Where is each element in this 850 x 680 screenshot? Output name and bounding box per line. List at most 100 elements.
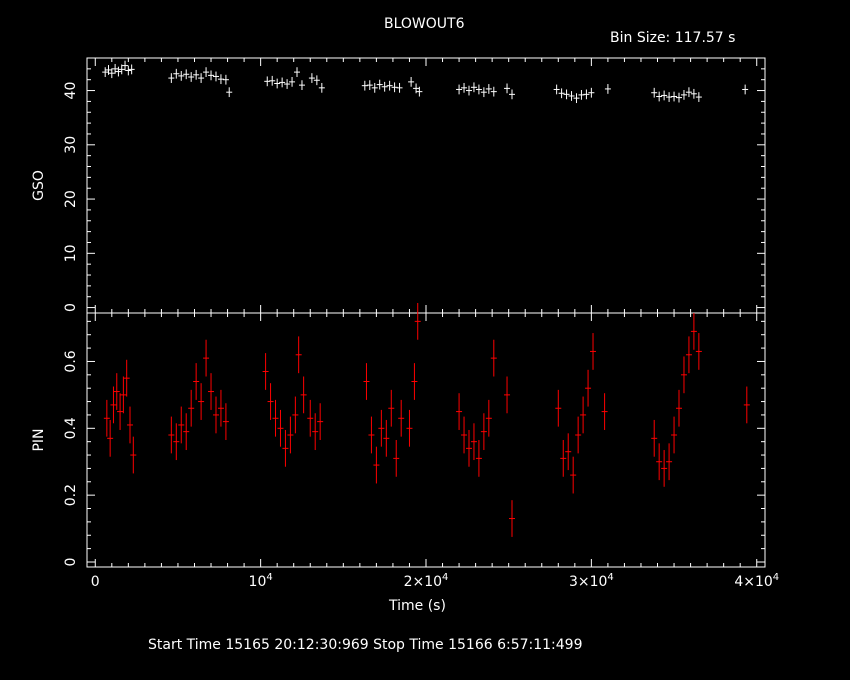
data-point: [110, 386, 117, 424]
panel-frame-0: [86, 57, 766, 314]
data-point: [588, 87, 595, 98]
data-point: [590, 333, 597, 370]
x-tick-label: 0: [91, 574, 100, 590]
data-point: [570, 456, 577, 494]
data-point: [651, 419, 658, 457]
data-point: [651, 87, 658, 98]
data-point: [508, 500, 515, 537]
data-point: [671, 416, 678, 454]
data-point: [601, 393, 608, 430]
y-tick-label: 0.4: [63, 417, 79, 439]
x-tick-label: 3×104: [569, 572, 614, 590]
data-point: [604, 84, 611, 94]
data-point: [298, 80, 305, 91]
data-point: [558, 88, 565, 99]
data-point: [656, 443, 663, 481]
y-tick-label: 40: [63, 82, 79, 100]
data-point: [212, 396, 219, 434]
y-tick-label: 0.6: [63, 350, 79, 372]
x-tick-label: 104: [249, 572, 273, 590]
data-point: [475, 84, 482, 95]
data-point: [381, 81, 388, 92]
data-point: [168, 73, 175, 83]
data-point: [188, 389, 195, 427]
data-point: [107, 419, 114, 457]
data-point: [690, 88, 697, 99]
data-point: [656, 91, 663, 102]
y-tick-label: 0: [63, 558, 79, 567]
bin-size-label: Bin Size: 117.57 s: [610, 30, 736, 46]
data-point: [413, 83, 420, 94]
data-point: [203, 67, 210, 77]
data-point: [583, 89, 590, 100]
y-tick-label: 30: [63, 136, 79, 154]
data-point: [168, 416, 175, 454]
data-point: [264, 76, 271, 87]
data-point: [386, 80, 393, 91]
data-point: [661, 90, 668, 101]
data-point: [383, 419, 390, 457]
data-point: [485, 84, 492, 94]
data-point: [470, 423, 477, 461]
data-point: [575, 416, 582, 454]
data-point: [183, 69, 190, 80]
data-point: [361, 80, 368, 91]
data-point: [103, 399, 110, 437]
data-point: [279, 77, 286, 88]
data-point: [198, 383, 205, 420]
x-tick-label: 4×104: [734, 572, 779, 590]
y-tick-label: 10: [63, 244, 79, 262]
data-point: [414, 302, 421, 340]
data-point: [485, 399, 492, 437]
data-point: [406, 409, 413, 447]
data-point: [122, 60, 129, 71]
data-point: [208, 373, 215, 410]
x-tick-label: 2×104: [404, 572, 449, 590]
data-point: [193, 363, 200, 400]
data-point: [217, 389, 224, 427]
data-point: [666, 443, 673, 481]
data-point: [695, 333, 702, 370]
data-point: [666, 92, 673, 102]
data-point: [475, 440, 482, 477]
data-point: [282, 429, 289, 467]
data-point: [580, 396, 587, 434]
data-point: [173, 423, 180, 461]
data-point: [120, 376, 127, 414]
data-point: [313, 75, 320, 86]
data-point: [393, 440, 400, 477]
start-stop-times: Start Time 15165 20:12:30:969 Stop Time …: [148, 637, 583, 653]
data-point: [743, 386, 750, 424]
data-point: [470, 82, 477, 93]
data-point: [742, 84, 749, 95]
data-point: [193, 69, 200, 80]
data-point: [102, 67, 109, 77]
data-point: [130, 436, 137, 474]
y-tick-label: 0.2: [63, 484, 79, 506]
data-point: [408, 76, 415, 87]
data-point: [573, 93, 580, 104]
data-point: [376, 79, 383, 90]
data-point: [411, 363, 418, 400]
data-point: [277, 409, 284, 447]
data-point: [208, 70, 215, 81]
data-point: [222, 403, 229, 440]
data-point: [292, 396, 299, 434]
data-point: [368, 416, 375, 454]
data-point: [295, 336, 302, 374]
data-point: [465, 429, 472, 467]
data-point: [115, 66, 122, 77]
data-point: [504, 376, 511, 414]
data-point: [661, 450, 668, 487]
data-point: [373, 446, 380, 484]
data-point: [685, 87, 692, 98]
data-point: [456, 84, 463, 95]
data-point: [308, 73, 315, 83]
data-point: [578, 90, 585, 100]
data-point: [685, 336, 692, 374]
data-point: [284, 79, 291, 89]
data-point: [226, 87, 233, 98]
data-point: [690, 313, 697, 350]
data-point: [125, 65, 132, 76]
data-point: [391, 82, 398, 93]
